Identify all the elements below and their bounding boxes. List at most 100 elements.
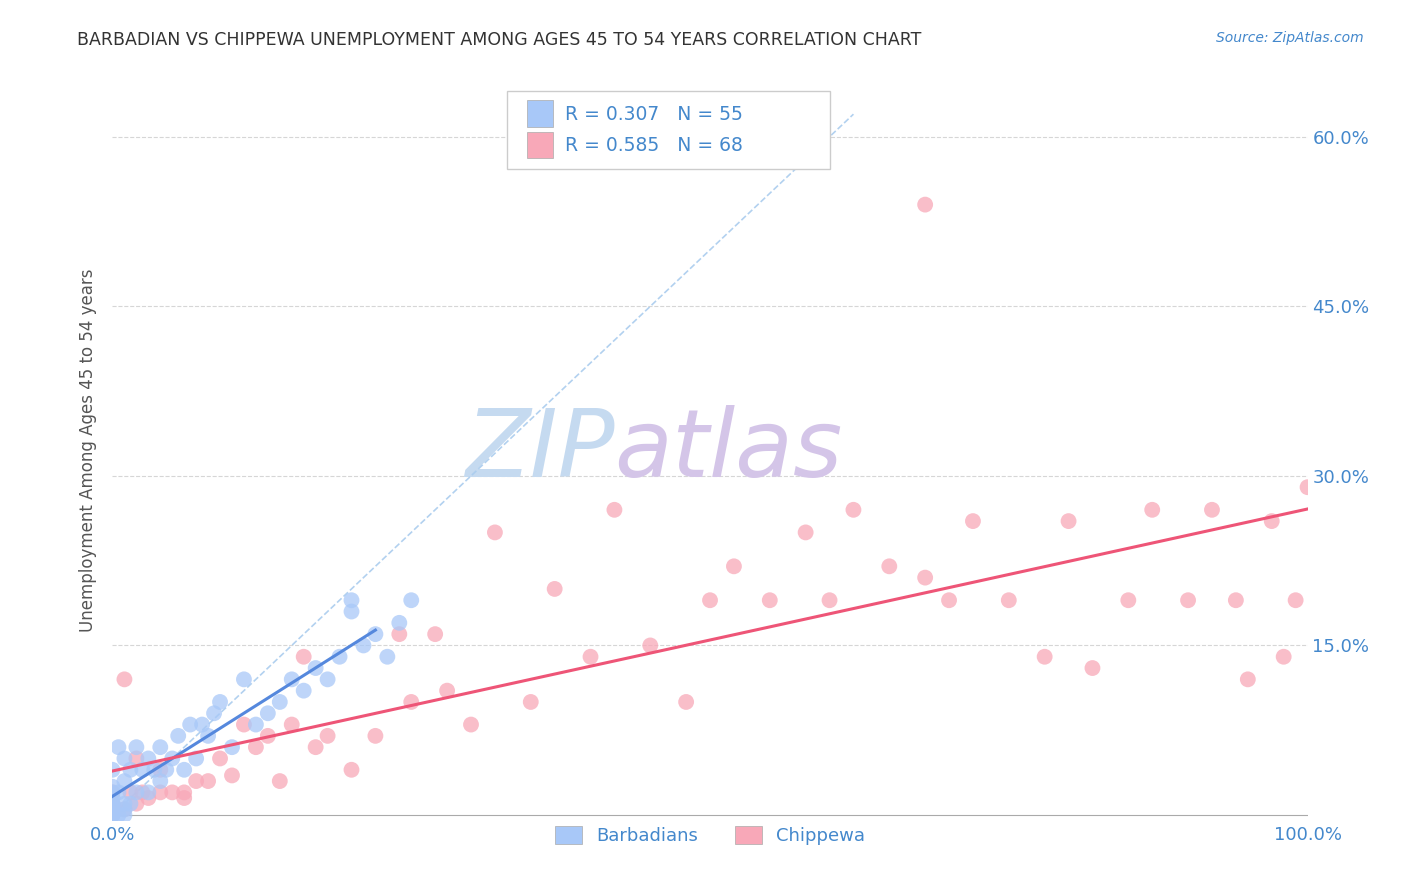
Point: [162, 751, 183, 765]
Point: [155, 763, 177, 777]
Point: [281, 717, 304, 731]
Point: [1142, 503, 1164, 517]
Point: [520, 695, 543, 709]
Point: [962, 514, 984, 528]
Bar: [527, 132, 554, 159]
Point: [114, 797, 135, 811]
Point: [316, 729, 339, 743]
Point: [759, 593, 782, 607]
Point: [425, 627, 447, 641]
Point: [1225, 593, 1247, 607]
Point: [914, 571, 936, 585]
Point: [914, 197, 936, 211]
Point: [101, 785, 124, 799]
Point: [186, 774, 208, 789]
Point: [138, 751, 160, 765]
Point: [209, 751, 232, 765]
Point: [292, 649, 315, 664]
Point: [401, 695, 423, 709]
Point: [818, 593, 841, 607]
Point: [149, 763, 172, 777]
Point: [723, 559, 745, 574]
Point: [221, 740, 243, 755]
Point: [107, 785, 129, 799]
Point: [101, 802, 124, 816]
Point: [1237, 673, 1260, 687]
Point: [603, 503, 626, 517]
Point: [162, 785, 183, 799]
Point: [120, 785, 142, 799]
Point: [149, 774, 172, 789]
Point: [138, 791, 160, 805]
Text: ZIP: ZIP: [465, 405, 614, 496]
Text: BARBADIAN VS CHIPPEWA UNEMPLOYMENT AMONG AGES 45 TO 54 YEARS CORRELATION CHART: BARBADIAN VS CHIPPEWA UNEMPLOYMENT AMONG…: [77, 31, 922, 49]
Point: [114, 774, 135, 789]
Point: [269, 695, 291, 709]
Point: [543, 582, 565, 596]
Point: [305, 661, 328, 675]
Point: [281, 673, 304, 687]
Point: [340, 605, 363, 619]
FancyBboxPatch shape: [508, 91, 830, 169]
Point: [173, 791, 195, 805]
Point: [1057, 514, 1080, 528]
Point: [101, 797, 124, 811]
Point: [125, 740, 148, 755]
Point: [125, 797, 148, 811]
Point: [101, 802, 124, 816]
Point: [131, 763, 153, 777]
Point: [125, 751, 148, 765]
Point: [101, 763, 124, 777]
Y-axis label: Unemployment Among Ages 45 to 54 years: Unemployment Among Ages 45 to 54 years: [79, 268, 97, 632]
Point: [292, 683, 315, 698]
Point: [340, 763, 363, 777]
Point: [316, 673, 339, 687]
Point: [120, 797, 142, 811]
Point: [640, 639, 662, 653]
Point: [579, 649, 602, 664]
Point: [1285, 593, 1308, 607]
Point: [149, 785, 172, 799]
Point: [209, 695, 232, 709]
Point: [1118, 593, 1140, 607]
Point: [460, 717, 482, 731]
Point: [938, 593, 960, 607]
Point: [101, 808, 124, 822]
Bar: [527, 100, 554, 127]
Point: [143, 763, 166, 777]
Point: [107, 808, 129, 822]
Point: [388, 627, 411, 641]
Point: [257, 706, 280, 721]
Point: [101, 797, 124, 811]
Point: [197, 729, 219, 743]
Point: [1272, 649, 1295, 664]
Point: [233, 717, 256, 731]
Point: [197, 774, 219, 789]
Point: [202, 706, 225, 721]
Point: [167, 729, 190, 743]
Point: [699, 593, 721, 607]
Point: [101, 808, 124, 822]
Point: [101, 785, 124, 799]
Point: [101, 808, 124, 822]
Point: [340, 593, 363, 607]
Point: [352, 639, 374, 653]
Point: [186, 751, 208, 765]
Point: [305, 740, 328, 755]
Point: [120, 763, 142, 777]
Point: [269, 774, 291, 789]
Point: [401, 593, 423, 607]
Point: [101, 780, 124, 794]
Point: [436, 683, 458, 698]
Point: [107, 740, 129, 755]
Point: [998, 593, 1021, 607]
Point: [329, 649, 352, 664]
Point: [1261, 514, 1284, 528]
Point: [179, 717, 201, 731]
Point: [377, 649, 399, 664]
Point: [101, 808, 124, 822]
Point: [114, 673, 135, 687]
Point: [1177, 593, 1199, 607]
Point: [484, 525, 506, 540]
Point: [245, 717, 267, 731]
